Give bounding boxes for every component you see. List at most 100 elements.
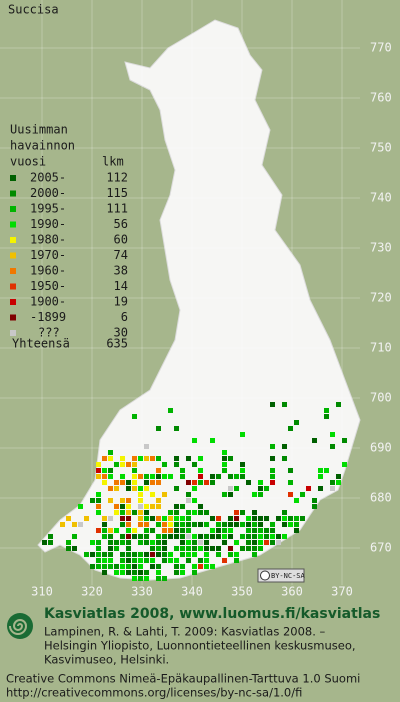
occurrence-square [96,492,101,497]
badge-box [257,568,305,583]
cc-icon [260,570,270,581]
occurrence-square [162,558,167,563]
badge-text: BY-NC-SA [271,572,306,580]
occurrence-square [288,468,293,473]
occurrence-square [138,498,143,503]
occurrence-square [180,570,185,575]
occurrence-square [282,402,287,407]
occurrence-square [162,540,167,545]
legend-count: 111 [106,202,128,216]
occurrence-square [162,552,167,557]
occurrence-square [210,546,215,551]
grid: 770 760 750 740 730 720 710 700 690 680 670 310 320 3… [0,0,392,599]
northing-label: 730 [370,241,392,255]
occurrence-square [264,534,269,539]
easting-label: 330 [131,585,153,599]
occurrence-square [102,534,107,539]
occurrence-square [264,528,269,533]
legend-label: 1900- [30,295,66,309]
occurrence-square [330,486,335,491]
occurrence-square [192,534,197,539]
occurrence-square [72,546,77,551]
legend-count: 38 [114,264,128,278]
occurrence-square [192,486,197,491]
occurrence-square [216,534,221,539]
occurrence-square [318,468,323,473]
occurrence-square [252,546,257,551]
occurrence-square [312,504,317,509]
occurrence-square [294,522,299,527]
easting-label: 350 [231,585,253,599]
occurrence-square [204,558,209,563]
occurrence-square [198,558,203,563]
occurrence-square [216,528,221,533]
occurrence-square [66,546,71,551]
occurrence-square [150,456,155,461]
occurrence-square [336,480,341,485]
occurrence-square [198,540,203,545]
occurrence-square [120,570,125,575]
occurrence-square [156,498,161,503]
occurrence-square [324,468,329,473]
occurrence-square [240,432,245,437]
northing-label: 750 [370,141,392,155]
occurrence-square [132,564,137,569]
occurrence-square [102,468,107,473]
legend-count: 30 [114,326,128,340]
occurrence-square [192,564,197,569]
occurrence-square [282,516,287,521]
legend-swatch [10,330,16,336]
occurrence-square [228,546,233,551]
occurrence-square [108,474,113,479]
occurrence-square [252,528,257,533]
occurrence-square [108,540,113,545]
occurrence-square [174,570,179,575]
occurrence-square [120,480,125,485]
occurrence-square [150,540,155,545]
occurrence-square [96,558,101,563]
occurrence-square [186,534,191,539]
occurrence-square [102,570,107,575]
occurrence-square [96,564,101,569]
occurrence-square [66,540,71,545]
easting-label: 310 [31,585,53,599]
occurrence-square [144,552,149,557]
occurrence-square [138,486,143,491]
occurrence-square [144,456,149,461]
occurrence-square [228,522,233,527]
occurrence-square [264,486,269,491]
northing-label: 740 [370,191,392,205]
occurrence-square [150,480,155,485]
occurrence-square [336,402,341,407]
legend-swatch [10,221,16,228]
license: Creative Commons Nimeä-Epäkaupallinen-Ta… [6,672,360,686]
occurrence-square [138,570,143,575]
occurrence-square [246,540,251,545]
occurrence-square [270,456,275,461]
legend-swatch [10,268,16,274]
occurrence-square [66,516,71,521]
occurrence-square [126,552,131,557]
occurrence-square [102,480,107,485]
occurrence-square [180,546,185,551]
occurrence-square [156,474,161,479]
occurrence-square [216,516,221,521]
occurrence-square [174,558,179,563]
occurrence-square [90,540,95,545]
occurrence-square [324,414,329,419]
occurrence-square [120,534,125,539]
occurrence-square [270,444,275,449]
occurrence-square [192,510,197,515]
occurrence-square [114,486,119,491]
occurrence-square [270,474,275,479]
occurrence-square [222,456,227,461]
occurrence-square [120,498,125,503]
occurrence-square [294,420,299,425]
citation: Kasvimuseo, Helsinki. [44,653,169,667]
occurrence-square [150,558,155,563]
occurrence-square [192,438,197,443]
occurrence-square [204,522,209,527]
occurrence-square [192,498,197,503]
occurrence-square [216,552,221,557]
occurrence-square [102,516,107,521]
